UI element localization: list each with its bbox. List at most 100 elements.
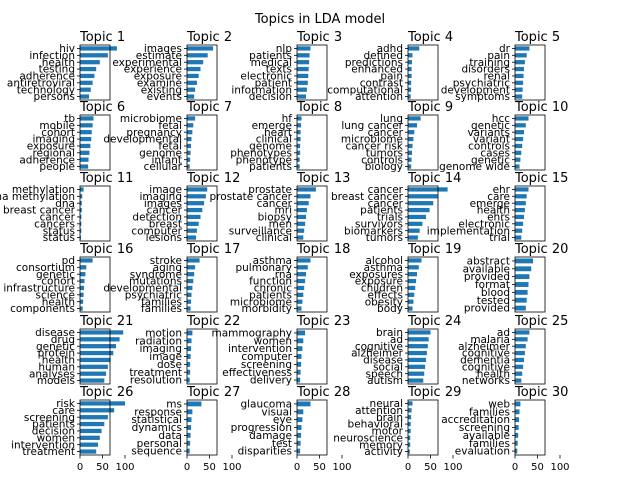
word-label: memory <box>359 439 403 451</box>
word-label: patient <box>255 77 292 89</box>
word-label: technology <box>17 84 75 96</box>
word-label: cancer <box>368 127 404 139</box>
word-label: mammography <box>212 328 293 340</box>
word-label: examine <box>137 77 182 89</box>
bar <box>515 378 522 383</box>
x-tick-label: 0 <box>294 462 300 473</box>
word-label: response <box>134 406 182 418</box>
topic-panel: drpaintrainingdisordersrenalpsychiatricd… <box>441 30 560 103</box>
bar <box>187 272 195 277</box>
bar <box>408 306 413 311</box>
bar <box>297 123 302 128</box>
bar <box>408 265 419 270</box>
word-label: biomarkers <box>344 225 403 237</box>
word-label: adherence <box>19 71 75 83</box>
word-label: mutations <box>129 276 182 288</box>
axes-frame <box>79 328 111 385</box>
word-label: cancer risk <box>345 141 403 153</box>
bar <box>408 123 417 128</box>
word-label: ad <box>497 327 510 339</box>
word-label: function <box>249 276 292 288</box>
bar <box>80 66 97 72</box>
word-label: contrast <box>360 77 403 89</box>
word-label: dynamics <box>132 422 182 434</box>
topic-title: Topic 10 <box>514 100 568 115</box>
bar <box>80 285 85 291</box>
word-label: autism <box>367 375 403 387</box>
word-label: emerge <box>470 198 510 210</box>
bar <box>80 408 115 413</box>
word-label: pulmonary <box>235 262 292 274</box>
word-label: format <box>475 279 510 291</box>
bar <box>297 116 302 121</box>
bar <box>408 344 428 349</box>
bar <box>408 157 412 162</box>
word-label: statistical <box>131 414 182 426</box>
bar <box>80 272 86 277</box>
bar <box>297 432 302 438</box>
word-label: consortium <box>16 262 75 274</box>
word-label: components <box>10 303 75 315</box>
word-label: treatment <box>129 367 182 379</box>
topic-panel: neuralattentionbrainbehavioralmotorneuro… <box>333 385 462 473</box>
bar <box>297 272 306 277</box>
bar <box>515 401 521 407</box>
topic-panel: alcoholasthmaexposuresexposurechildrenef… <box>349 242 461 315</box>
x-tick-label: 100 <box>550 462 569 473</box>
axes-frame <box>407 256 439 313</box>
word-label: methylation <box>12 184 75 196</box>
bar <box>187 150 191 155</box>
bar <box>80 306 83 311</box>
figure-title: Topics in LDA model <box>254 12 385 27</box>
bar <box>297 214 306 220</box>
bar <box>80 278 85 284</box>
bar <box>297 87 307 92</box>
bar <box>515 330 530 335</box>
word-label: patients <box>249 50 292 62</box>
bar <box>80 201 82 206</box>
bar <box>515 46 530 51</box>
bar <box>515 228 523 233</box>
word-label: disorders <box>461 64 510 76</box>
topic-title: Topic 6 <box>79 100 125 115</box>
word-label: women <box>37 432 75 444</box>
word-label: psychiatric <box>453 77 510 89</box>
word-label: tested <box>477 295 510 307</box>
bar <box>515 344 526 349</box>
bar <box>80 371 107 376</box>
word-label: exposure <box>27 141 75 153</box>
bar <box>80 299 84 304</box>
bar <box>80 378 105 383</box>
topic-title: Topic 1 <box>79 30 125 45</box>
axes-frame <box>186 399 218 456</box>
word-label: imaging <box>140 343 182 355</box>
word-label: fetal <box>158 141 182 153</box>
bar <box>408 228 420 233</box>
bar <box>187 46 214 51</box>
bar <box>187 235 196 240</box>
bar <box>187 164 190 169</box>
bar <box>187 228 197 233</box>
word-label: renal <box>483 71 510 83</box>
bar <box>408 150 413 155</box>
word-label: provided <box>464 271 510 283</box>
bar <box>408 235 418 240</box>
bar <box>297 73 309 79</box>
word-label: genetic <box>471 120 510 132</box>
word-label: computer <box>241 351 292 363</box>
bar <box>515 194 527 199</box>
word-label: clinical <box>256 232 292 244</box>
word-label: cellular <box>144 161 183 173</box>
word-label: glaucoma <box>240 399 292 411</box>
word-label: cancer <box>257 198 293 210</box>
bar <box>515 305 526 311</box>
bar <box>408 421 411 427</box>
axes-frame <box>514 399 546 456</box>
word-label: personal <box>137 438 182 450</box>
topic-title: Topic 25 <box>514 314 568 329</box>
x-tick-label: 0 <box>405 462 411 473</box>
bar <box>187 338 192 344</box>
topic-panel: admalariaalzheimercognitivedementiacogni… <box>458 314 568 387</box>
bar <box>408 378 424 383</box>
word-label: treatment <box>22 446 75 458</box>
